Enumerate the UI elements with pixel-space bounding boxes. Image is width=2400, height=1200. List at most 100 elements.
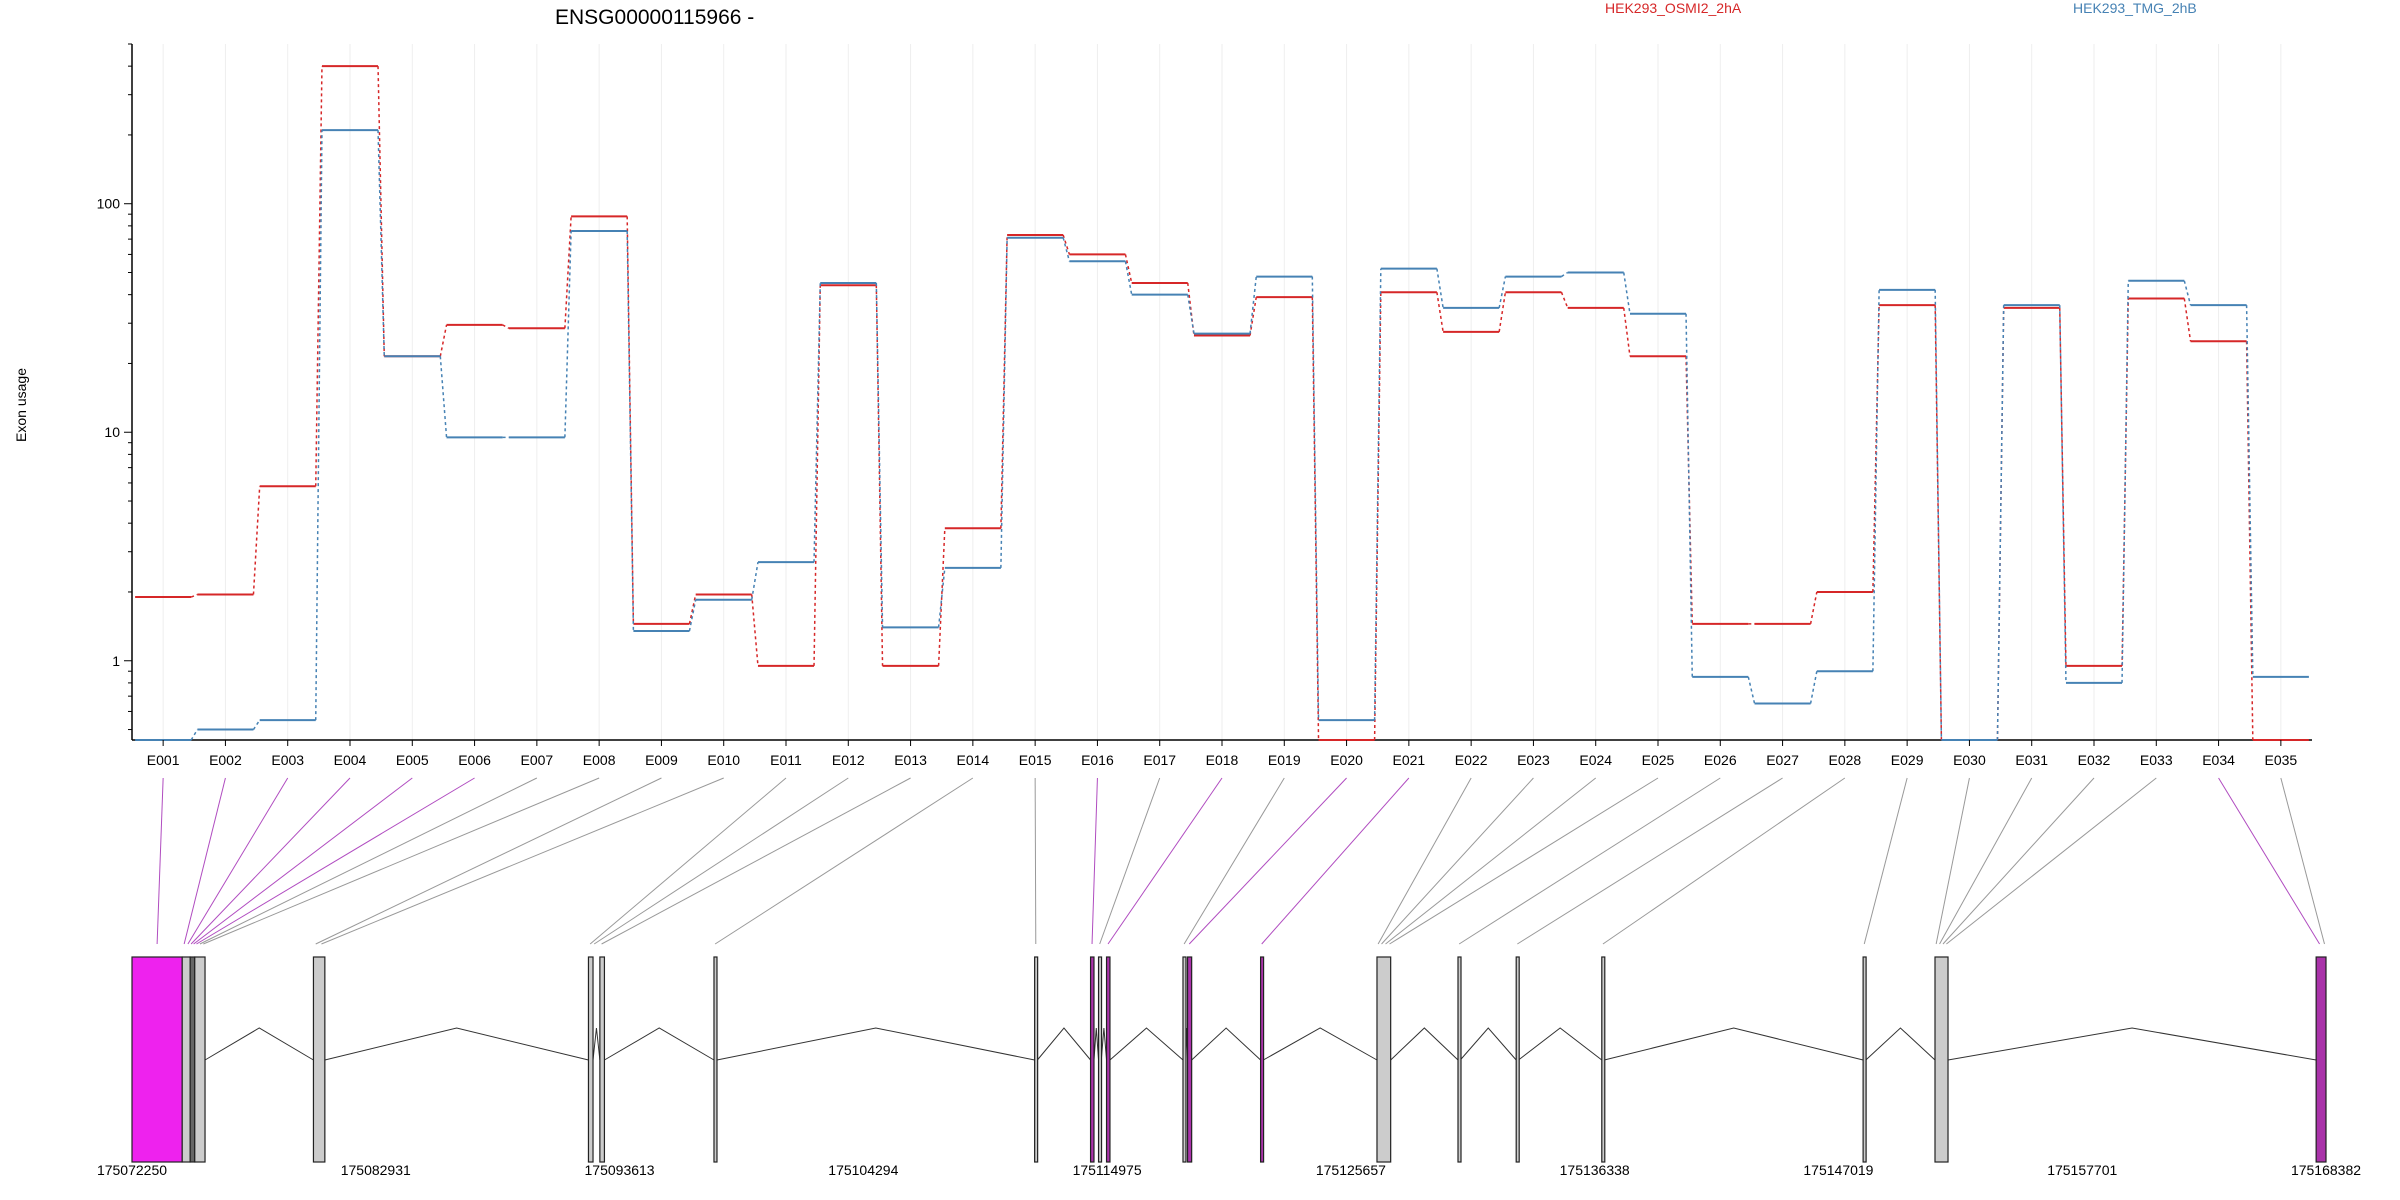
- x-tick-label-E029: E029: [1891, 752, 1924, 768]
- intron-13: [1390, 1027, 1459, 1061]
- x-tick-label-E007: E007: [521, 752, 554, 768]
- series-2-connector: [626, 230, 635, 631]
- x-tick-label-E021: E021: [1393, 752, 1426, 768]
- intron-2: [324, 1027, 589, 1061]
- series-1-connector: [439, 324, 448, 357]
- x-tick-label-E005: E005: [396, 752, 429, 768]
- exon-block-13: [1182, 956, 1187, 1163]
- series-1-connector: [502, 324, 510, 329]
- intron-11: [1191, 1027, 1261, 1061]
- exon-block-12: [1105, 956, 1111, 1163]
- series-2-connector: [1685, 313, 1694, 677]
- series-2-connector: [1000, 237, 1008, 568]
- series-1-connector: [1622, 307, 1631, 357]
- x-tick-label-E030: E030: [1953, 752, 1986, 768]
- x-tick-label-E015: E015: [1019, 752, 1052, 768]
- coord-label-175114975: 175114975: [1073, 1162, 1142, 1178]
- x-tick-label-E013: E013: [894, 752, 927, 768]
- series-1-connector: [1560, 291, 1569, 309]
- intron-9: [1109, 1027, 1184, 1061]
- x-tick-label-E002: E002: [209, 752, 242, 768]
- series-1-connector: [1436, 292, 1444, 332]
- axes: 1 10 100: [97, 43, 2312, 741]
- exon-block-1: [131, 956, 183, 1163]
- connector-E017: [1099, 777, 1161, 945]
- series-2-connector: [1561, 271, 1569, 278]
- connector-E034: [2218, 777, 2320, 945]
- x-tick-label-E001: E001: [147, 752, 180, 768]
- intron-5: [716, 1027, 1035, 1061]
- x-tick-labels: E001 E002 E003 E004 E005 E006 E007 E008 E009 E010…: [147, 740, 2298, 768]
- exon-block-7: [599, 956, 606, 1163]
- series-1-connector: [1934, 305, 1943, 741]
- connector-E019: [1183, 777, 1285, 945]
- y-axis-label: Exon usage: [13, 368, 29, 442]
- intron-12: [1263, 1027, 1378, 1061]
- intron-4: [604, 1027, 715, 1061]
- intron-16: [1604, 1027, 1864, 1061]
- connector-E013: [601, 777, 911, 945]
- x-tick-label-E032: E032: [2078, 752, 2111, 768]
- series-2-connector: [1872, 289, 1880, 672]
- x-tick-label-E018: E018: [1206, 752, 1239, 768]
- coord-label-175072250: 175072250: [97, 1162, 167, 1178]
- x-tick-label-E025: E025: [1642, 752, 1675, 768]
- x-tick-label-E004: E004: [334, 752, 367, 768]
- series-2-connector: [1436, 268, 1444, 309]
- x-tick-label-E027: E027: [1766, 752, 1799, 768]
- y-tick-label-10: 10: [104, 424, 120, 440]
- connector-E026: [1458, 777, 1721, 945]
- connector-E007: [199, 777, 538, 945]
- genomic-coordinate-labels: 175072250 175082931 175093613 175104294 1751…: [97, 1162, 2361, 1178]
- series-2-connector: [314, 130, 323, 721]
- connector-E024: [1385, 777, 1597, 945]
- x-tick-label-E019: E019: [1268, 752, 1301, 768]
- intron-18: [1947, 1027, 2317, 1061]
- x-tick-label-E035: E035: [2265, 752, 2298, 768]
- coord-label-175147019: 175147019: [1803, 1162, 1873, 1178]
- series-1-connector: [626, 216, 635, 624]
- x-tick-label-E020: E020: [1330, 752, 1363, 768]
- series-1-connector: [1124, 254, 1133, 284]
- gene-model: [131, 956, 2327, 1163]
- connector-E008: [203, 777, 600, 945]
- exon-block-4: [194, 956, 206, 1163]
- exon-block-10: [1089, 956, 1095, 1163]
- intron-1: [204, 1027, 314, 1061]
- series-1-connector: [688, 594, 697, 625]
- series-2-connector: [1062, 237, 1071, 262]
- series-2-connector: [2058, 305, 2067, 683]
- connector-E021: [1261, 777, 1410, 945]
- series-2-connector: [2121, 280, 2130, 683]
- intron-17: [1865, 1027, 1936, 1061]
- connector-E014: [714, 777, 974, 945]
- series-2-connector: [1311, 276, 1320, 721]
- intron-6: [1036, 1027, 1091, 1061]
- series-2-connector: [1186, 294, 1195, 334]
- series-1-connector: [1498, 292, 1507, 332]
- connector-E030: [1935, 777, 1970, 945]
- exon-block-20: [1862, 956, 1867, 1163]
- connector-E011: [589, 777, 787, 945]
- exon-block-6: [587, 956, 594, 1163]
- coord-label-175082931: 175082931: [341, 1162, 411, 1178]
- connector-E002: [183, 777, 226, 945]
- series-2-connector: [1996, 305, 2005, 741]
- series-1-connector: [1809, 591, 1818, 625]
- coord-label-175093613: 175093613: [585, 1162, 655, 1178]
- grid-lines: [162, 44, 2282, 740]
- x-tick-label-E024: E024: [1579, 752, 1612, 768]
- exon-block-2: [181, 956, 191, 1163]
- exon-block-14: [1186, 956, 1193, 1163]
- series-2-connector: [1809, 671, 1818, 704]
- series-2-connector: [1622, 272, 1631, 314]
- series-1-connector: [1311, 297, 1320, 741]
- series-2-connector: [2183, 280, 2192, 306]
- x-tick-label-E022: E022: [1455, 752, 1488, 768]
- series-1-connector: [190, 593, 198, 598]
- connector-E010: [321, 777, 724, 945]
- intron-8: [1100, 1027, 1108, 1061]
- series-2-connector: [439, 356, 448, 438]
- series-1-connector: [377, 66, 386, 357]
